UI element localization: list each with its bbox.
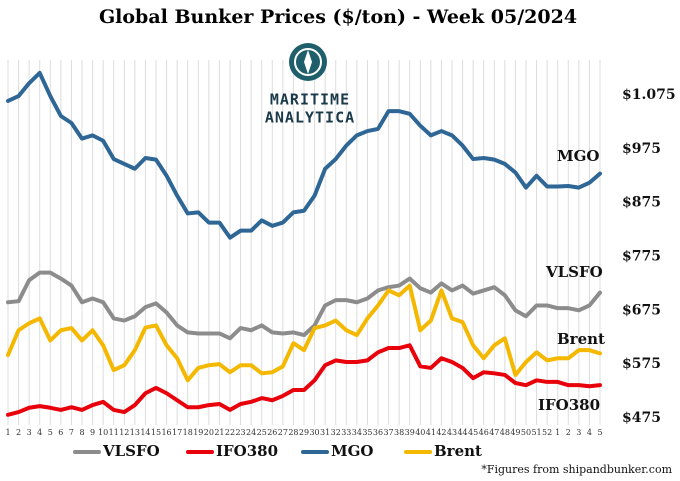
x-tick-label: 2: [566, 428, 571, 437]
x-tick-label: 39: [405, 428, 415, 437]
x-tick-label: 2: [16, 428, 21, 437]
x-tick-label: 42: [436, 428, 446, 437]
series-line: [6, 343, 602, 417]
x-tick-label: 15: [151, 428, 161, 437]
x-tick-label: 16: [161, 428, 171, 437]
series-line: [6, 70, 602, 240]
chart-title: Global Bunker Prices ($/ton) - Week 05/2…: [99, 6, 577, 28]
x-tick-label: 3: [576, 428, 581, 437]
x-tick-label: 35: [362, 428, 372, 437]
x-tick-label: 18: [183, 428, 193, 437]
x-tick-label: 20: [204, 428, 214, 437]
x-tick-label: 52: [542, 428, 552, 437]
x-tick-label: 7: [69, 428, 74, 437]
x-tick-label: 51: [531, 428, 541, 437]
x-tick-label: 48: [500, 428, 510, 437]
y-tick-label: $775: [622, 248, 661, 264]
x-tick-label: 45: [468, 428, 478, 437]
x-tick-label: 1: [555, 428, 560, 437]
x-tick-label: 13: [130, 428, 140, 437]
x-tick-label: 49: [510, 428, 520, 437]
series-end-label: IFO380: [538, 396, 600, 414]
x-tick-label: 12: [119, 428, 129, 437]
logo-text: MARITIME: [270, 91, 350, 109]
x-tick-label: 33: [341, 428, 351, 437]
x-tick-label: 36: [373, 428, 383, 437]
x-tick-label: 34: [352, 428, 362, 437]
x-tick-label: 27: [278, 428, 288, 437]
series-end-label: Brent: [557, 330, 605, 348]
x-tick-label: 11: [109, 428, 119, 437]
logo-icon: [294, 48, 322, 76]
x-tick-label: 29: [299, 428, 309, 437]
x-tick-label: 31: [320, 428, 330, 437]
x-tick-label: 30: [309, 428, 319, 437]
x-tick-label: 14: [140, 428, 150, 437]
y-tick-label: $575: [622, 356, 661, 372]
logo-icon: [304, 50, 312, 74]
x-tick-label: 5: [48, 428, 53, 437]
legend-label: MGO: [331, 442, 373, 460]
y-tick-label: $675: [622, 302, 661, 318]
x-tick-label: 24: [246, 428, 256, 437]
x-tick-label: 28: [288, 428, 298, 437]
legend-label: IFO380: [216, 442, 278, 460]
x-tick-label: 23: [235, 428, 245, 437]
x-tick-label: 8: [79, 428, 84, 437]
x-tick-label: 26: [267, 428, 277, 437]
x-tick-label: 44: [457, 428, 467, 437]
x-tick-label: 10: [98, 428, 108, 437]
x-tick-label: 4: [587, 428, 592, 437]
x-tick-label: 22: [225, 428, 235, 437]
x-tick-label: 3: [27, 428, 32, 437]
x-tick-label: 4: [37, 428, 42, 437]
x-tick-label: 5: [597, 428, 602, 437]
x-tick-label: 19: [193, 428, 203, 437]
logo-text: ANALYTICA: [265, 109, 355, 127]
legend-label: VLSFO: [102, 442, 160, 460]
source-note: *Figures from shipandbunker.com: [481, 463, 672, 476]
series-end-label: VLSFO: [545, 263, 603, 281]
y-tick-label: $875: [622, 195, 661, 211]
x-tick-label: 50: [521, 428, 531, 437]
series-end-label: MGO: [557, 147, 599, 165]
x-tick-label: 1: [5, 428, 10, 437]
x-tick-label: 47: [489, 428, 499, 437]
x-tick-label: 43: [447, 428, 457, 437]
x-tick-label: 32: [331, 428, 341, 437]
y-tick-label: $1.075: [622, 87, 676, 103]
x-tick-label: 9: [90, 428, 95, 437]
x-tick-label: 21: [214, 428, 224, 437]
x-tick-label: 38: [394, 428, 404, 437]
series-line: [6, 270, 602, 341]
x-tick-label: 46: [479, 428, 489, 437]
y-tick-label: $975: [622, 141, 661, 157]
logo: MARITIME ANALYTICA: [265, 43, 355, 127]
series-line: [6, 283, 602, 383]
x-tick-label: 6: [58, 428, 63, 437]
y-tick-label: $475: [622, 410, 661, 426]
x-tick-label: 41: [426, 428, 436, 437]
x-tick-label: 37: [383, 428, 393, 437]
x-tick-label: 17: [172, 428, 182, 437]
plot: 1 2 3 4 5 6 7 8 9 10 11 12 13 14 15 16 17 18 19 20 21 22 23 24 2…: [5, 60, 676, 460]
x-tick-label: 25: [257, 428, 267, 437]
x-tick-label: 40: [415, 428, 425, 437]
legend-label: Brent: [434, 442, 482, 460]
